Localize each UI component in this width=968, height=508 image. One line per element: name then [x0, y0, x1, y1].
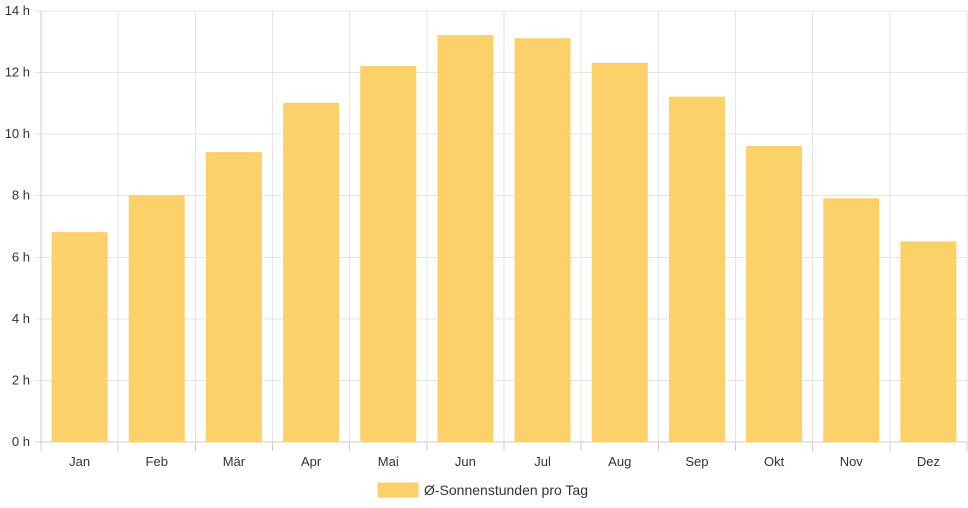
y-tick-label: 12 h — [5, 65, 30, 80]
bar-series — [51, 35, 957, 443]
bar-apr[interactable] — [283, 102, 340, 443]
y-tick-label: 6 h — [12, 249, 30, 264]
bar-feb[interactable] — [128, 195, 185, 443]
bar-dez[interactable] — [900, 241, 957, 443]
axes: 0 h 2 h 4 h 6 h 8 h 10 h 12 h 14 h Jan Feb Mär Apr M… — [5, 3, 968, 469]
x-tick-label: Apr — [301, 454, 322, 469]
bar-jan[interactable] — [51, 232, 108, 443]
x-tick-label: Aug — [608, 454, 631, 469]
legend[interactable]: Ø-Sonnenstunden pro Tag — [377, 482, 588, 498]
y-tick-label: 0 h — [12, 434, 30, 449]
x-tick-label: Dez — [917, 454, 940, 469]
bar-sep[interactable] — [668, 96, 725, 443]
bar-jul[interactable] — [514, 38, 571, 443]
x-tick-label: Mai — [378, 454, 399, 469]
y-tick-label: 10 h — [5, 126, 30, 141]
bar-mär[interactable] — [205, 152, 262, 443]
bar-aug[interactable] — [591, 62, 648, 443]
y-tick-label: 4 h — [12, 311, 30, 326]
x-tick-label: Jun — [455, 454, 476, 469]
x-tick-label: Jan — [69, 454, 90, 469]
grid-lines — [35, 10, 968, 451]
x-tick-label: Feb — [146, 454, 168, 469]
x-tick-label: Mär — [223, 454, 246, 469]
x-tick-label: Sep — [685, 454, 708, 469]
bar-mai[interactable] — [360, 65, 417, 443]
bar-okt[interactable] — [746, 145, 803, 443]
y-tick-label: 2 h — [12, 372, 30, 387]
bar-nov[interactable] — [823, 198, 880, 443]
legend-label[interactable]: Ø-Sonnenstunden pro Tag — [424, 482, 588, 498]
bar-jun[interactable] — [437, 35, 494, 443]
x-tick-label: Jul — [534, 454, 551, 469]
y-tick-label: 14 h — [5, 3, 30, 18]
x-tick-label: Okt — [764, 454, 785, 469]
y-tick-label: 8 h — [12, 188, 30, 203]
x-tick-label: Nov — [840, 454, 864, 469]
legend-swatch[interactable] — [377, 482, 419, 498]
